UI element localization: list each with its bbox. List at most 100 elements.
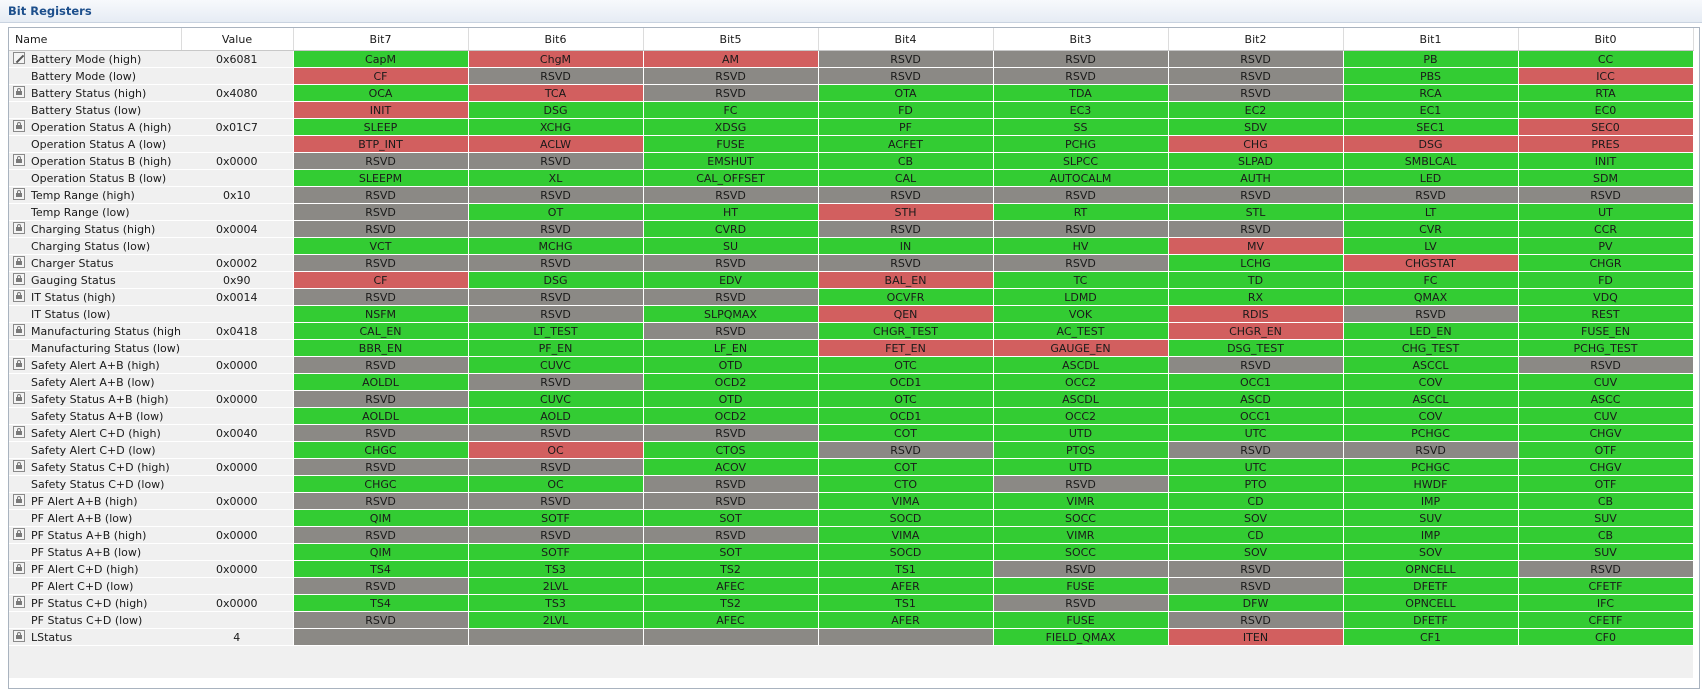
bit-cell: TS2 bbox=[642, 594, 819, 612]
bit-cell: RT bbox=[992, 203, 1169, 221]
register-value: 0x0000 bbox=[181, 356, 293, 374]
table-row[interactable]: Battery Status (low) INIT DSG FC FD EC3 EC2 EC1… bbox=[9, 101, 1694, 119]
table-row[interactable]: IT Status (low) NSFM RSVD SLPQMAX QEN VOK RDIS… bbox=[9, 305, 1694, 323]
lock-icon[interactable] bbox=[13, 630, 25, 642]
bit-registers-grid[interactable]: Name Value Bit7 Bit6 Bit5 Bit4 Bit3 Bit2 Bit1 Bit… bbox=[8, 27, 1700, 689]
bit-cell: RDIS bbox=[1167, 305, 1344, 323]
bit-cell: HWDF bbox=[1342, 475, 1519, 493]
lock-icon[interactable] bbox=[13, 528, 25, 540]
table-row[interactable]: Charger Status 0x0002 RSVD RSVD RSVD RSVD RSVD… bbox=[9, 254, 1694, 272]
table-row[interactable]: LStatus 4 FIELD_QMAX ITEN CF1 CF0 bbox=[9, 628, 1694, 646]
bit-cell: RSVD bbox=[467, 288, 644, 306]
table-row[interactable]: PF Alert C+D (low) RSVD 2LVL AFEC AFER FUSE RS… bbox=[9, 577, 1694, 595]
table-row[interactable]: Manufacturing Status (low) BBR_EN PF_EN LF_… bbox=[9, 339, 1694, 357]
table-row[interactable]: PF Status C+D (low) RSVD 2LVL AFEC AFER FUSE R… bbox=[9, 611, 1694, 629]
bit-cell: RSVD bbox=[467, 458, 644, 476]
lock-icon[interactable] bbox=[13, 290, 25, 302]
bit-cell: CTO bbox=[817, 475, 994, 493]
column-header-bit6[interactable]: Bit6 bbox=[468, 28, 644, 51]
table-row[interactable]: Charging Status (high) 0x0004 RSVD RSVD CVRD… bbox=[9, 220, 1694, 238]
bit-cell: SEC1 bbox=[1342, 118, 1519, 136]
column-header-bit4[interactable]: Bit4 bbox=[818, 28, 994, 51]
table-row[interactable]: Safety Status A+B (high) 0x0000 RSVD CUVC OT… bbox=[9, 390, 1694, 408]
lock-icon[interactable] bbox=[13, 562, 25, 574]
lock-icon[interactable] bbox=[13, 392, 25, 404]
lock-icon[interactable] bbox=[13, 358, 25, 370]
bit-cell: LCHG bbox=[1167, 254, 1344, 272]
table-row[interactable]: Safety Alert A+B (high) 0x0000 RSVD CUVC OTD… bbox=[9, 356, 1694, 374]
table-row[interactable]: Safety Status C+D (high) 0x0000 RSVD RSVD AC… bbox=[9, 458, 1694, 476]
lock-icon[interactable] bbox=[13, 596, 25, 608]
table-row[interactable]: Battery Mode (low) CF RSVD RSVD RSVD RSVD RSVD… bbox=[9, 67, 1694, 85]
lock-icon[interactable] bbox=[13, 324, 25, 336]
table-row[interactable]: Charging Status (low) VCT MCHG SU IN HV MV LV PV bbox=[9, 237, 1694, 255]
register-value: 0x0000 bbox=[181, 492, 293, 510]
bit-cell: UT bbox=[1517, 203, 1694, 221]
column-header-bit1[interactable]: Bit1 bbox=[1343, 28, 1519, 51]
column-header-bit3[interactable]: Bit3 bbox=[993, 28, 1169, 51]
lock-icon[interactable] bbox=[13, 426, 25, 438]
table-row[interactable]: PF Alert A+B (high) 0x0000 RSVD RSVD RSVD VIM… bbox=[9, 492, 1694, 510]
column-header-bit7[interactable]: Bit7 bbox=[293, 28, 469, 51]
column-header-bit2[interactable]: Bit2 bbox=[1168, 28, 1344, 51]
bit-cell: CHGR_EN bbox=[1167, 322, 1344, 340]
bit-cell: AOLD bbox=[467, 407, 644, 425]
table-row[interactable]: Gauging Status 0x90 CF DSG EDV BAL_EN TC TD FC FD bbox=[9, 271, 1694, 289]
table-row[interactable]: Temp Range (low) RSVD OT HT STH RT STL LT UT bbox=[9, 203, 1694, 221]
table-row[interactable]: PF Status A+B (low) QIM SOTF SOT SOCD SOCC SOV… bbox=[9, 543, 1694, 561]
lock-icon[interactable] bbox=[13, 154, 25, 166]
lock-icon[interactable] bbox=[13, 86, 25, 98]
bit-cell: RSVD bbox=[817, 220, 994, 238]
column-header-bit0[interactable]: Bit0 bbox=[1518, 28, 1694, 51]
bit-cell: CB bbox=[1517, 492, 1694, 510]
bit-cell: UTC bbox=[1167, 424, 1344, 442]
table-row[interactable]: Safety Alert C+D (high) 0x0040 RSVD RSVD RSV… bbox=[9, 424, 1694, 442]
table-row[interactable]: Manufacturing Status (high) 0x0418 CAL_EN L… bbox=[9, 322, 1694, 340]
table-row[interactable]: Safety Status C+D (low) CHGC OC RSVD CTO RSVD… bbox=[9, 475, 1694, 493]
register-name-label: Safety Alert A+B (low) bbox=[31, 375, 155, 389]
bit-cell: OTA bbox=[817, 84, 994, 102]
lock-icon[interactable] bbox=[13, 460, 25, 472]
lock-icon[interactable] bbox=[13, 120, 25, 132]
table-row[interactable]: PF Status A+B (high) 0x0000 RSVD RSVD RSVD VI… bbox=[9, 526, 1694, 544]
bit-cell: CHG_TEST bbox=[1342, 339, 1519, 357]
bit-cell: ACOV bbox=[642, 458, 819, 476]
bit-cell: UTD bbox=[992, 424, 1169, 442]
lock-icon[interactable] bbox=[13, 273, 25, 285]
table-row[interactable]: Battery Status (high) 0x4080 OCA TCA RSVD OTA… bbox=[9, 84, 1694, 102]
table-row[interactable]: PF Alert C+D (high) 0x0000 TS4 TS3 TS2 TS1 RSV… bbox=[9, 560, 1694, 578]
empty-row bbox=[9, 662, 1693, 678]
table-row[interactable]: Operation Status B (high) 0x0000 RSVD RSVD E… bbox=[9, 152, 1694, 170]
bit-cell: SLPQMAX bbox=[642, 305, 819, 323]
register-value: 0x0000 bbox=[181, 526, 293, 544]
bit-cell: CF bbox=[292, 271, 469, 289]
table-row[interactable]: Battery Mode (high) 0x6081 CapM ChgM AM RSVD R… bbox=[9, 50, 1694, 68]
column-header-value[interactable]: Value bbox=[181, 28, 294, 51]
edit-icon[interactable] bbox=[13, 52, 25, 64]
bit-cell: CAL_OFFSET bbox=[642, 169, 819, 187]
table-row[interactable]: PF Status C+D (high) 0x0000 TS4 TS3 TS2 TS1 RS… bbox=[9, 594, 1694, 612]
register-value bbox=[181, 577, 293, 595]
bit-cell: CAL_EN bbox=[292, 322, 469, 340]
table-row[interactable]: Safety Alert C+D (low) CHGC OC CTOS RSVD PTOS… bbox=[9, 441, 1694, 459]
lock-icon[interactable] bbox=[13, 256, 25, 268]
bit-cell: PF_EN bbox=[467, 339, 644, 357]
table-row[interactable]: IT Status (high) 0x0014 RSVD RSVD RSVD OCVFR L… bbox=[9, 288, 1694, 306]
column-header-bit5[interactable]: Bit5 bbox=[643, 28, 819, 51]
lock-icon[interactable] bbox=[13, 222, 25, 234]
column-header-name[interactable]: Name bbox=[9, 28, 182, 51]
table-row[interactable]: Safety Alert A+B (low) AOLDL RSVD OCD2 OCD1 O… bbox=[9, 373, 1694, 391]
empty-cell bbox=[9, 645, 181, 662]
table-row[interactable]: Operation Status B (low) SLEEPM XL CAL_OFFS… bbox=[9, 169, 1694, 187]
table-row[interactable]: Operation Status A (low) BTP_INT ACLW FUSE A… bbox=[9, 135, 1694, 153]
table-row[interactable]: PF Alert A+B (low) QIM SOTF SOT SOCD SOCC SOV S… bbox=[9, 509, 1694, 527]
table-row[interactable]: Operation Status A (high) 0x01C7 SLEEP XCHG… bbox=[9, 118, 1694, 136]
bit-cell: LED_EN bbox=[1342, 322, 1519, 340]
lock-icon[interactable] bbox=[13, 188, 25, 200]
bit-cell: RSVD bbox=[292, 186, 469, 204]
table-row[interactable]: Temp Range (high) 0x10 RSVD RSVD RSVD RSVD RSV… bbox=[9, 186, 1694, 204]
bit-cell: RSVD bbox=[992, 186, 1169, 204]
lock-icon[interactable] bbox=[13, 494, 25, 506]
table-row[interactable]: Safety Status A+B (low) AOLDL AOLD OCD2 OCD1… bbox=[9, 407, 1694, 425]
bit-cell: RSVD bbox=[817, 441, 994, 459]
